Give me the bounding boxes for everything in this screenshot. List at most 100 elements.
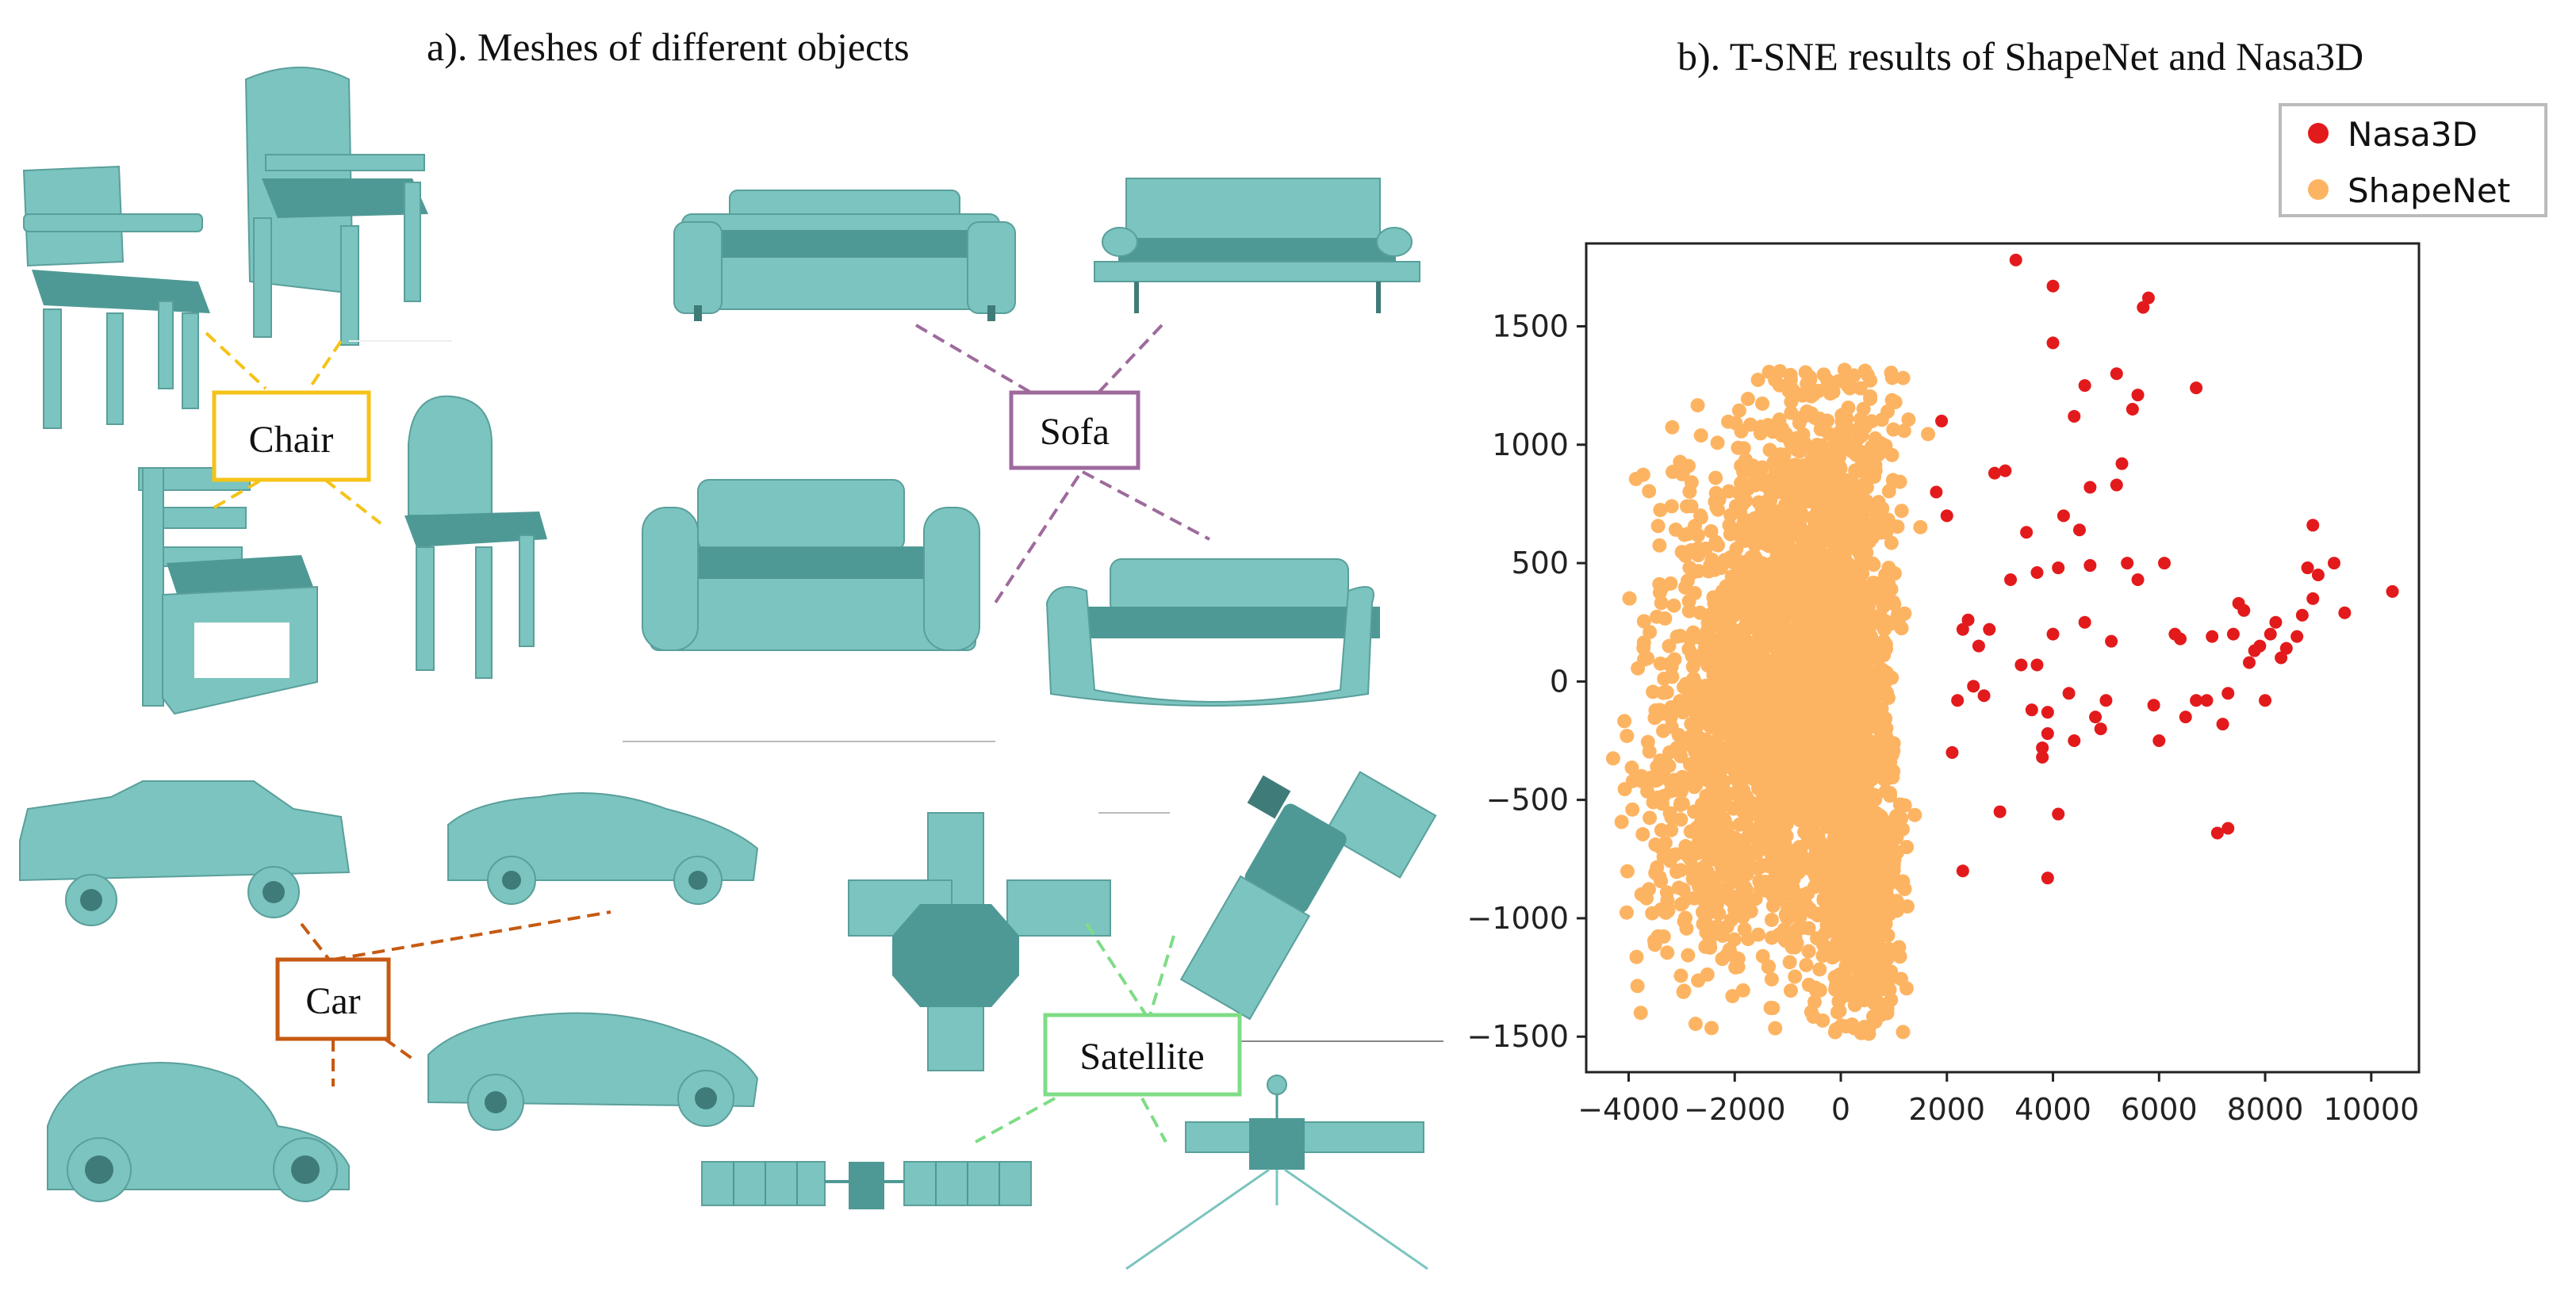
shapenet-point (1843, 887, 1858, 902)
sofa-mesh-3 (642, 479, 980, 651)
shapenet-point (1750, 807, 1765, 822)
shapenet-point (1787, 745, 1802, 760)
shapenet-point (1876, 729, 1891, 744)
shapenet-point (1741, 645, 1756, 660)
shapenet-point (1727, 800, 1742, 815)
shapenet-point (1869, 744, 1884, 759)
shapenet-point (1858, 634, 1873, 649)
nasa3d-point (2147, 699, 2160, 712)
shapenet-point (1791, 733, 1806, 748)
shapenet-point (1827, 537, 1842, 552)
shapenet-point (1878, 814, 1893, 829)
shapenet-point (1803, 543, 1818, 558)
shapenet-point (1654, 596, 1669, 611)
nasa3d-point (2046, 336, 2060, 350)
shapenet-point (1738, 879, 1753, 895)
nasa3d-point (2306, 592, 2320, 605)
nasa3d-point (2094, 722, 2107, 736)
shapenet-point (1852, 605, 1867, 620)
nasa3d-point (1930, 485, 1943, 499)
nasa3d-point (2121, 557, 2134, 570)
shapenet-point (1784, 498, 1800, 513)
shapenet-point (1681, 603, 1696, 619)
shapenet-point (1700, 624, 1715, 639)
shapenet-point (1695, 905, 1710, 920)
shapenet-point (1677, 527, 1692, 542)
shapenet-point (1724, 584, 1739, 599)
shapenet-point (1764, 930, 1779, 945)
shapenet-point (1800, 376, 1815, 391)
shapenet-point (1707, 596, 1722, 611)
nasa3d-point (2115, 457, 2129, 470)
nasa3d-point (2216, 718, 2229, 731)
shapenet-point (1873, 869, 1888, 884)
shapenet-point (1801, 944, 1816, 959)
nasa3d-point (2105, 634, 2118, 648)
shapenet-point (1812, 983, 1827, 998)
shapenet-point (1847, 998, 1862, 1013)
nasa3d-point (2110, 478, 2123, 492)
nasa3d-point (2046, 279, 2060, 293)
shapenet-point (1883, 564, 1898, 579)
shapenet-point (1773, 650, 1788, 665)
shapenet-point (1812, 962, 1827, 977)
shapenet-point (1921, 427, 1936, 442)
shapenet-point (1842, 374, 1857, 389)
nasa3d-point (2386, 584, 2399, 598)
shapenet-point (1812, 730, 1827, 745)
satellite-mesh-1 (848, 812, 1111, 1071)
shapenet-point (1878, 637, 1893, 652)
shapenet-point (1742, 892, 1757, 907)
car-mesh-1 (19, 780, 351, 926)
shapenet-point (1726, 608, 1741, 623)
shapenet-point (1882, 947, 1897, 962)
nasa3d-point (1988, 466, 2001, 480)
shapenet-point (1652, 538, 1667, 553)
shapenet-point (1800, 766, 1815, 781)
shapenet-point (1677, 914, 1692, 929)
shapenet-point (1827, 1025, 1842, 1040)
shapenet-point (1878, 439, 1893, 454)
nasa3d-point (2057, 509, 2070, 523)
panel-a-meshes: a). Meshes of different objects .m{fill:… (19, 25, 1443, 1270)
shapenet-point (1838, 724, 1853, 739)
shapenet-point (1723, 508, 1738, 523)
shapenet-point (1820, 874, 1835, 889)
shapenet-point (1633, 1006, 1648, 1021)
shapenet-point (1865, 1009, 1880, 1024)
car-label-box: Car (275, 957, 391, 1041)
shapenet-point (1673, 863, 1689, 878)
shapenet-point (1806, 669, 1821, 684)
shapenet-point (1778, 933, 1793, 948)
shapenet-point (1796, 408, 1811, 423)
shapenet-point (1755, 396, 1770, 411)
shapenet-point (1813, 648, 1828, 663)
shapenet-point (1765, 1001, 1781, 1016)
y-axis: −1500 −1000 −500 0 500 1000 1500 (1466, 309, 1586, 1054)
shapenet-point (1708, 824, 1723, 839)
shapenet-point (1712, 891, 1727, 906)
nasa3d-point (2025, 703, 2038, 717)
shapenet-point (1667, 652, 1682, 667)
car-mesh-2 (447, 792, 759, 905)
nasa3d-point (2041, 706, 2054, 719)
y-tick-label: −500 (1486, 783, 1569, 818)
shapenet-point (1663, 576, 1678, 591)
shapenet-point (1757, 820, 1772, 835)
nasa3d-point (1961, 613, 1975, 626)
shapenet-point (1650, 929, 1666, 944)
shapenet-point (1878, 916, 1893, 931)
shapenet-point (1786, 891, 1801, 906)
x-tick-label: 6000 (2121, 1092, 2198, 1127)
chair-mesh-3 (138, 467, 318, 715)
shapenet-point (1690, 398, 1705, 413)
shapenet-point (1816, 858, 1831, 873)
panel-b-tsne: b). T-SNE results of ShapeNet and Nasa3D… (1443, 0, 2576, 1295)
chair-connectors (205, 331, 382, 525)
nasa3d-point (2152, 734, 2166, 747)
shapenet-point (1605, 751, 1620, 766)
shapenet-point (1683, 852, 1698, 867)
shapenet-point (1890, 519, 1905, 534)
plot-area (1605, 253, 2399, 1041)
shapenet-point (1755, 735, 1770, 750)
